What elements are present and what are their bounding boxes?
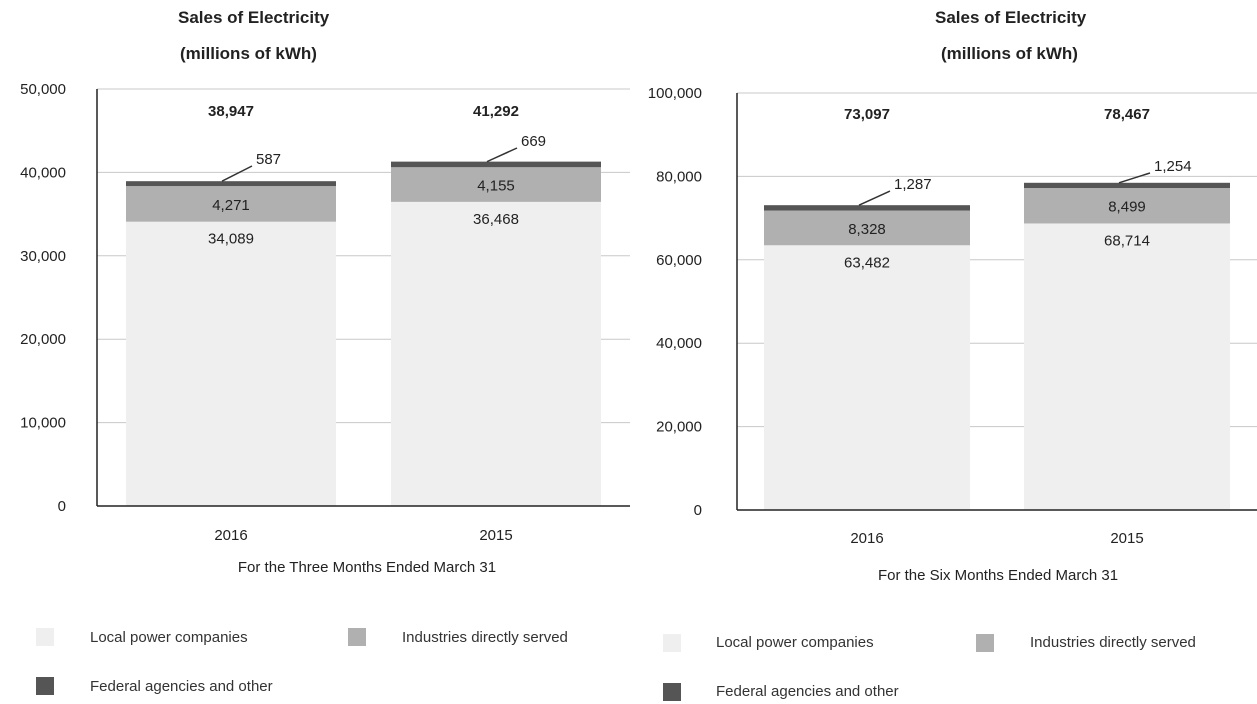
data-label-federal: 1,287: [894, 176, 932, 193]
data-label-total: 41,292: [473, 103, 519, 120]
data-label-federal: 669: [521, 133, 546, 150]
chart-subtitle: (millions of kWh): [180, 44, 317, 63]
data-label-industries: 8,328: [848, 221, 886, 238]
chart-six-months: Sales of Electricity (millions of kWh) 0…: [630, 0, 1257, 704]
legend-label-local: Local power companies: [90, 629, 248, 646]
chart-title: Sales of Electricity: [935, 8, 1087, 27]
chart-title: Sales of Electricity: [178, 8, 330, 27]
bar-segment-federal: [764, 205, 970, 211]
legend-label-federal: Federal agencies and other: [716, 683, 899, 700]
data-label-local: 34,089: [208, 231, 254, 248]
y-tick-label: 20,000: [20, 331, 66, 348]
data-label-industries: 4,155: [477, 178, 515, 195]
leader-line: [486, 147, 518, 163]
bar-segment-industries: [764, 210, 970, 246]
legend-label-industries: Industries directly served: [402, 629, 568, 646]
legend-swatch-local: [36, 628, 54, 646]
bar-segment-industries: [1024, 188, 1230, 224]
legend-label-industries: Industries directly served: [1030, 634, 1196, 651]
bar-segment-local: [1024, 223, 1230, 510]
chart-subtitle: (millions of kWh): [941, 44, 1078, 63]
bar-segment-federal: [391, 161, 601, 168]
chart-three-months: Sales of Electricity (millions of kWh) 0…: [20, 8, 630, 695]
x-axis-label: For the Six Months Ended March 31: [878, 567, 1118, 584]
bar-segment-local: [764, 245, 970, 510]
data-label-local: 68,714: [1104, 232, 1150, 249]
bar-segment-industries: [126, 186, 336, 222]
legend-label-federal: Federal agencies and other: [90, 678, 273, 695]
y-tick-label: 30,000: [20, 248, 66, 265]
legend-swatch-federal: [663, 683, 681, 701]
y-tick-label: 40,000: [656, 335, 702, 352]
data-label-industries: 8,499: [1108, 199, 1146, 216]
y-tick-label: 20,000: [656, 419, 702, 436]
legend-swatch-federal: [36, 677, 54, 695]
data-label-total: 78,467: [1104, 106, 1150, 123]
legend-swatch-industries: [348, 628, 366, 646]
bar-segment-local: [391, 201, 601, 506]
x-axis-label: For the Three Months Ended March 31: [238, 559, 496, 576]
data-label-total: 73,097: [844, 106, 890, 123]
y-tick-label: 0: [694, 502, 702, 519]
y-tick-label: 0: [58, 498, 66, 515]
y-tick-label: 80,000: [656, 168, 702, 185]
x-tick-label: 2015: [1110, 530, 1143, 547]
legend-label-local: Local power companies: [716, 634, 874, 651]
bar-segment-industries: [391, 167, 601, 202]
leader-line: [858, 190, 891, 206]
data-label-industries: 4,271: [212, 197, 250, 214]
legend-swatch-local: [663, 634, 681, 652]
chart-plot: 0 20,000 40,000 60,000 80,000 100,000 63,482 8,…: [648, 85, 1257, 584]
x-tick-label: 2016: [214, 527, 247, 544]
data-label-federal: 1,254: [1154, 158, 1192, 175]
bar-segment-federal: [126, 181, 336, 187]
leader-line: [221, 165, 253, 182]
x-tick-label: 2015: [479, 527, 512, 544]
y-tick-label: 10,000: [20, 415, 66, 432]
x-tick-label: 2016: [850, 530, 883, 547]
y-tick-label: 60,000: [656, 252, 702, 269]
legend-swatch-industries: [976, 634, 994, 652]
bar-segment-local: [126, 221, 336, 506]
data-label-federal: 587: [256, 151, 281, 168]
leader-line: [1118, 172, 1151, 184]
data-label-local: 36,468: [473, 211, 519, 228]
chart-plot: 0 10,000 20,000 30,000 40,000 50,000 34,089 4,2…: [20, 81, 630, 576]
y-tick-label: 40,000: [20, 164, 66, 181]
data-label-local: 63,482: [844, 254, 890, 271]
y-tick-label: 50,000: [20, 81, 66, 98]
data-label-total: 38,947: [208, 103, 254, 120]
y-tick-label: 100,000: [648, 85, 702, 102]
bar-segment-federal: [1024, 182, 1230, 189]
